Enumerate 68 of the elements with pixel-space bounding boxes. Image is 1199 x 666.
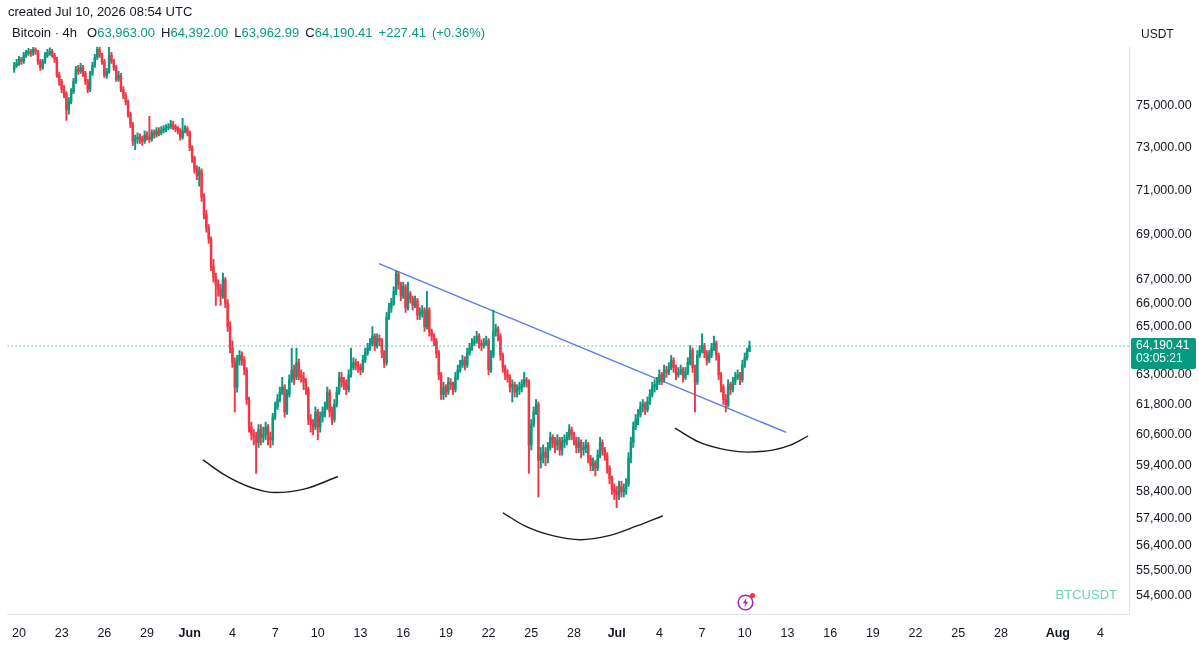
candlestick bbox=[665, 365, 668, 378]
x-tick-label: 10 bbox=[737, 625, 752, 640]
x-tick-label: Aug bbox=[1045, 625, 1070, 640]
x-tick-label: 28 bbox=[993, 625, 1008, 640]
x-tick-label: 7 bbox=[698, 625, 706, 640]
text: created Jul 10, 2026 08:54 UTC bbox=[8, 4, 193, 19]
x-tick-label: 4 bbox=[655, 625, 663, 640]
candlestick bbox=[117, 71, 120, 82]
candlestick bbox=[428, 307, 431, 337]
annotation: BTCUSDT bbox=[1055, 587, 1117, 602]
candlestick bbox=[219, 284, 222, 306]
y-tick-label: 71,000.00 bbox=[1136, 182, 1192, 197]
y-tick-label: 66,000.00 bbox=[1136, 295, 1192, 310]
text: O63,963.00 H64,392.00 L63,962.99 C64,190.41 +227.41 (+0.36%) bbox=[87, 25, 486, 40]
candlestick bbox=[679, 364, 682, 376]
x-tick-label: 4 bbox=[1097, 625, 1105, 640]
candlestick bbox=[677, 367, 680, 378]
y-tick-label: 54,600.00 bbox=[1136, 587, 1192, 602]
line-series bbox=[674, 427, 809, 453]
y-tick-label: 59,400.00 bbox=[1136, 458, 1192, 473]
x-tick-label: 22 bbox=[908, 625, 923, 640]
y-tick-label: 61,800.00 bbox=[1136, 396, 1192, 411]
x-tick-label: 22 bbox=[481, 625, 496, 640]
x-tick-label: 13 bbox=[353, 625, 368, 640]
candlestick bbox=[615, 486, 618, 509]
candlestick bbox=[262, 426, 265, 443]
x-tick-label: 7 bbox=[271, 625, 279, 640]
y-tick-label: 69,000.00 bbox=[1136, 226, 1192, 241]
y-tick-label: 63,000.00 bbox=[1136, 367, 1192, 382]
candlestick bbox=[404, 284, 407, 313]
x-tick-label: 4 bbox=[228, 625, 236, 640]
candlestick bbox=[729, 381, 732, 395]
y-tick-label: 60,600.00 bbox=[1136, 427, 1192, 442]
candlestick bbox=[544, 447, 547, 466]
x-tick-label: 29 bbox=[140, 625, 155, 640]
x-tick-label: 13 bbox=[780, 625, 795, 640]
x-tick-label: 20 bbox=[12, 625, 26, 640]
x-tick-label: 19 bbox=[865, 625, 880, 640]
y-tick-label: 58,400.00 bbox=[1136, 484, 1192, 499]
x-tick-label: 28 bbox=[567, 625, 581, 640]
candlestick bbox=[314, 406, 317, 430]
line-series bbox=[202, 459, 339, 494]
text: 03:05:21 bbox=[1136, 351, 1184, 366]
x-tick-label: Jul bbox=[607, 625, 626, 640]
y-tick-label: 75,000.00 bbox=[1136, 98, 1192, 113]
x-tick-label: 16 bbox=[396, 625, 411, 640]
y-tick-label: 56,400.00 bbox=[1136, 537, 1192, 552]
y-tick-label: 55,500.00 bbox=[1136, 562, 1192, 577]
x-tick-label: 16 bbox=[823, 625, 838, 640]
y-tick-label: 57,400.00 bbox=[1136, 510, 1192, 525]
x-tick-label: Jun bbox=[178, 625, 201, 640]
y-tick-label: 73,000.00 bbox=[1136, 140, 1192, 155]
y-tick-label: 67,000.00 bbox=[1136, 272, 1192, 287]
y-tick-label: 65,000.00 bbox=[1136, 319, 1192, 334]
x-tick-label: 25 bbox=[951, 625, 966, 640]
chart-title: Bitcoin · 4h bbox=[12, 25, 78, 40]
candlestick bbox=[264, 421, 267, 441]
x-tick-label: 10 bbox=[310, 625, 325, 640]
x-tick-label: 26 bbox=[97, 625, 112, 640]
ref-line-label: 64,190.41 bbox=[1136, 338, 1190, 353]
y-axis-title: USDT bbox=[1141, 27, 1174, 41]
line-series bbox=[502, 512, 664, 541]
candlestick bbox=[411, 295, 414, 311]
candlestick bbox=[582, 442, 585, 456]
x-tick-label: 25 bbox=[524, 625, 539, 640]
x-tick-label: 19 bbox=[438, 625, 453, 640]
candlestick bbox=[12, 61, 16, 73]
x-tick-label: 23 bbox=[54, 625, 69, 640]
